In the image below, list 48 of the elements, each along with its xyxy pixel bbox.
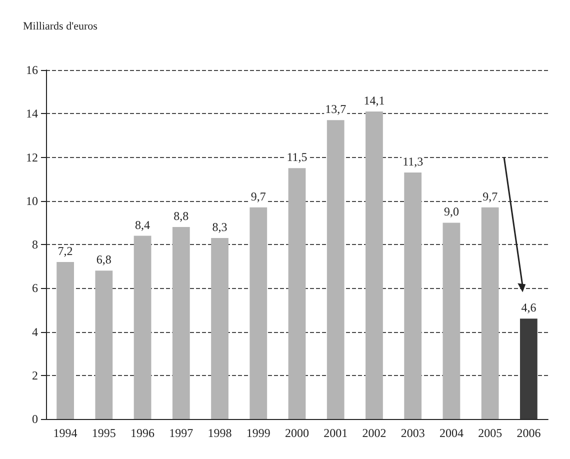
x-tick-label: 2002 [362, 426, 386, 440]
bar [211, 238, 228, 419]
data-label: 8,8 [174, 209, 189, 224]
bar [366, 111, 383, 419]
y-tick-label: 16 [26, 63, 38, 77]
data-label: 11,5 [286, 150, 308, 164]
bar [326, 120, 344, 419]
data-label: 9,7 [250, 189, 266, 204]
y-tick-label: 2 [32, 368, 38, 382]
y-tick-label: 12 [26, 150, 38, 164]
x-tick-label: 1994 [53, 426, 78, 440]
data-label: 7,2 [58, 244, 73, 258]
bar [481, 207, 499, 419]
y-tick-label: 8 [32, 238, 38, 252]
bar [134, 236, 152, 419]
y-tick-label: 10 [26, 194, 38, 208]
data-label: 9,0 [444, 204, 459, 219]
x-tick-label: 1998 [208, 426, 232, 440]
bar [288, 168, 306, 419]
x-tick-label: 2004 [439, 426, 464, 440]
x-tick-label: 2001 [324, 426, 348, 440]
y-tick-label: 4 [32, 324, 38, 339]
data-label: 8,3 [212, 220, 228, 234]
data-label: 4,6 [521, 300, 536, 315]
x-tick-label: 1999 [246, 426, 270, 440]
x-tick-label: 2006 [516, 426, 541, 440]
bar [404, 172, 422, 419]
data-label: 14,1 [364, 93, 385, 108]
bar [172, 227, 190, 419]
x-tick-label: 1996 [130, 426, 155, 440]
y-tick-label: 14 [26, 106, 38, 121]
x-tick-label: 1995 [92, 426, 116, 440]
y-axis-title: Milliards d'euros [23, 20, 98, 32]
data-label: 9,7 [482, 189, 498, 204]
y-tick-label: 6 [32, 281, 38, 296]
y-tick-label: 0 [32, 412, 38, 426]
bar [56, 262, 74, 419]
data-label: 6,8 [96, 252, 112, 267]
bar [442, 222, 460, 419]
data-label: 13,7 [325, 102, 346, 116]
bar [95, 270, 113, 419]
data-label: 11,3 [402, 154, 424, 169]
x-tick-label: 2005 [478, 426, 502, 440]
bar [250, 207, 268, 419]
x-tick-label: 1997 [169, 426, 194, 440]
x-tick-label: 2000 [285, 426, 309, 440]
x-tick-label: 2003 [400, 426, 425, 440]
data-label: 8,4 [135, 218, 150, 232]
